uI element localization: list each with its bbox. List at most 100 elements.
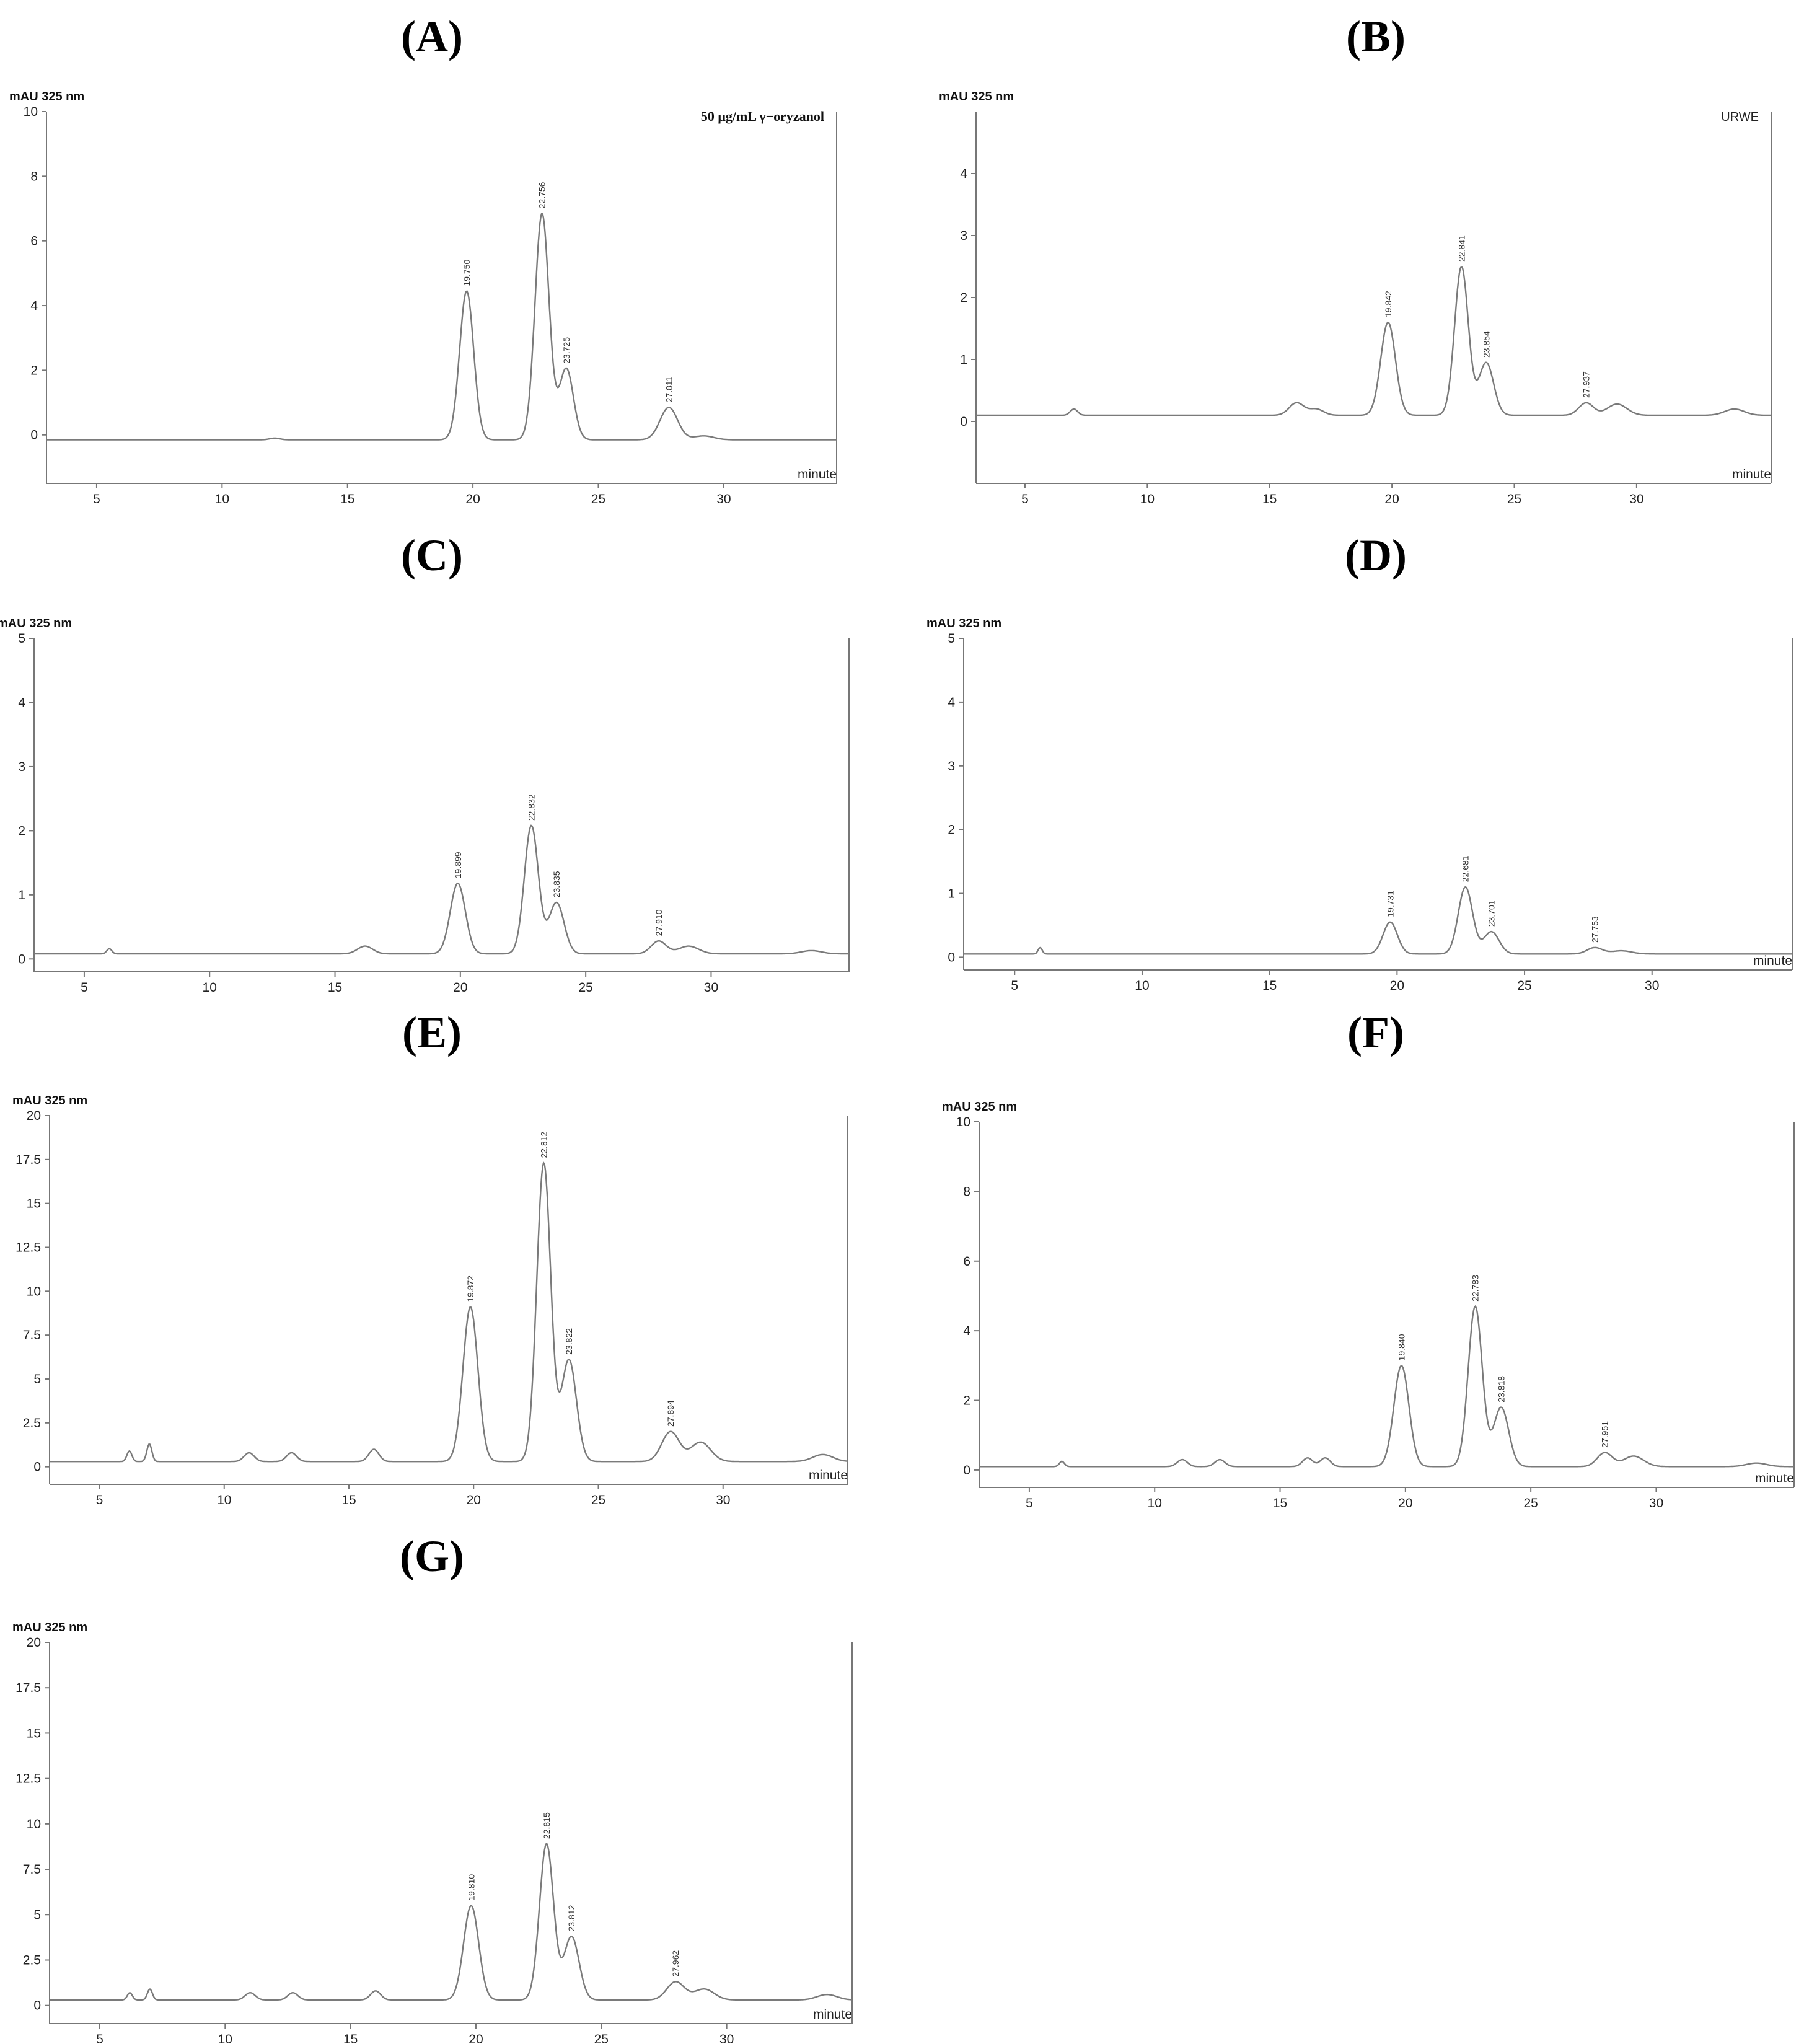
peak-retention-label: 19.840 xyxy=(1396,1334,1406,1360)
x-tick-label: 15 xyxy=(1273,1496,1287,1510)
x-axis-label: minute xyxy=(809,1468,848,1482)
x-tick-label: 25 xyxy=(1507,492,1521,506)
peak-retention-label: 27.753 xyxy=(1590,916,1599,943)
x-tick-label: 5 xyxy=(1011,979,1018,993)
peak-retention-label: 22.832 xyxy=(526,794,536,821)
chromatogram-trace xyxy=(34,824,849,955)
y-tick-label: 8 xyxy=(30,169,38,183)
y-tick-label: 20 xyxy=(27,1109,41,1123)
peak-retention-label: 27.811 xyxy=(664,376,674,402)
x-axis-label: minute xyxy=(1732,467,1771,482)
x-tick-label: 5 xyxy=(81,980,88,995)
x-axis-label: minute xyxy=(1753,954,1792,968)
y-axis-label: mAU 325 nm xyxy=(0,617,72,630)
panel-label-c: (C) xyxy=(401,531,463,580)
x-tick-label: 15 xyxy=(341,1493,356,1507)
y-tick-label: 0 xyxy=(963,1463,970,1478)
x-tick-label: 10 xyxy=(1148,1496,1162,1510)
y-tick-label: 4 xyxy=(948,695,955,710)
chromatogram-trace xyxy=(979,1305,1794,1468)
x-tick-label: 5 xyxy=(96,2032,103,2044)
y-tick-label: 1 xyxy=(948,887,955,901)
y-tick-label: 2.5 xyxy=(23,1416,41,1430)
y-tick-label: 20 xyxy=(27,1636,41,1650)
x-tick-label: 30 xyxy=(716,492,731,506)
peak-retention-label: 19.899 xyxy=(453,852,463,878)
x-tick-label: 20 xyxy=(467,1493,481,1507)
x-tick-label: 10 xyxy=(203,980,217,995)
chromatogram-g: mAU 325 nm 0 2.5 5 7.5 10 12.5 15 17.5 20 5 10 15 20 2… xyxy=(12,1621,853,2044)
y-axis-label: mAU 325 nm xyxy=(926,617,1001,630)
peak-retention-label: 27.894 xyxy=(666,1400,675,1427)
x-tick-label: 25 xyxy=(1523,1496,1538,1510)
y-axis-label: mAU 325 nm xyxy=(942,1100,1017,1114)
x-tick-label: 25 xyxy=(591,492,605,506)
peak-retention-label: 22.756 xyxy=(537,182,547,208)
y-tick-label: 4 xyxy=(30,299,38,313)
y-tick-label: 10 xyxy=(956,1115,970,1129)
y-tick-label: 12.5 xyxy=(15,1772,41,1786)
peak-retention-label: 19.872 xyxy=(465,1275,475,1302)
y-tick-label: 5 xyxy=(948,632,955,646)
y-tick-label: 5 xyxy=(18,632,25,646)
x-tick-label: 15 xyxy=(340,492,354,506)
x-tick-label: 25 xyxy=(1517,979,1531,993)
chromatogram-trace xyxy=(50,1843,853,2001)
y-tick-label: 1 xyxy=(960,353,967,367)
x-tick-label: 20 xyxy=(465,492,480,506)
y-tick-label: 10 xyxy=(24,105,38,119)
x-tick-label: 15 xyxy=(1262,979,1277,993)
x-tick-label: 20 xyxy=(469,2032,483,2044)
y-axis-label: mAU 325 nm xyxy=(939,90,1014,104)
y-tick-label: 0 xyxy=(30,428,38,443)
x-tick-label: 5 xyxy=(1021,492,1029,506)
chromatogram-trace xyxy=(976,265,1771,416)
y-tick-label: 0 xyxy=(948,950,955,964)
chromatogram-trace xyxy=(46,213,837,441)
peak-retention-label: 27.910 xyxy=(654,909,664,936)
x-tick-label: 5 xyxy=(1026,1496,1033,1510)
y-tick-label: 10 xyxy=(27,1284,41,1298)
y-axis-label: mAU 325 nm xyxy=(12,1094,87,1108)
y-tick-label: 17.5 xyxy=(15,1681,41,1695)
x-tick-label: 20 xyxy=(453,980,467,995)
y-tick-label: 4 xyxy=(963,1324,970,1338)
y-tick-label: 0 xyxy=(18,952,25,966)
x-tick-label: 5 xyxy=(93,492,100,506)
x-axis-label: minute xyxy=(813,2007,852,2022)
x-tick-label: 30 xyxy=(716,1493,730,1507)
y-axis-label: mAU 325 nm xyxy=(9,90,84,104)
peak-retention-label: 22.841 xyxy=(1456,235,1466,262)
y-tick-label: 8 xyxy=(963,1184,970,1199)
x-tick-label: 30 xyxy=(719,2032,734,2044)
y-tick-label: 0 xyxy=(33,1460,41,1474)
y-tick-label: 6 xyxy=(963,1254,970,1269)
peak-retention-label: 19.842 xyxy=(1383,291,1393,317)
x-tick-label: 10 xyxy=(215,492,229,506)
peak-retention-label: 22.783 xyxy=(1470,1275,1480,1302)
sample-annotation: 50 μg/mL γ−oryzanol xyxy=(701,108,824,124)
panel-label-f: (F) xyxy=(1347,1008,1404,1057)
x-tick-label: 15 xyxy=(328,980,342,995)
y-tick-label: 2.5 xyxy=(23,1954,41,1968)
y-tick-label: 0 xyxy=(960,415,967,429)
y-tick-label: 2 xyxy=(30,363,38,377)
x-tick-label: 10 xyxy=(217,1493,231,1507)
y-tick-label: 1 xyxy=(18,888,25,902)
peak-retention-label: 27.951 xyxy=(1600,1421,1610,1448)
peak-retention-label: 27.937 xyxy=(1581,371,1591,398)
y-tick-label: 17.5 xyxy=(15,1153,41,1167)
x-tick-label: 30 xyxy=(1645,979,1659,993)
x-tick-label: 10 xyxy=(1135,979,1149,993)
x-tick-label: 15 xyxy=(343,2032,358,2044)
y-tick-label: 2 xyxy=(963,1394,970,1408)
panel-label-d: (D) xyxy=(1345,531,1407,580)
chromatogram-c: mAU 325 nm 0 1 2 3 4 5 5 10 15 20 25 30 19.899 22.832 2… xyxy=(0,617,850,995)
peak-retention-label: 23.854 xyxy=(1481,331,1491,358)
panel-label-e: (E) xyxy=(402,1008,462,1057)
x-axis-label: minute xyxy=(798,467,837,482)
y-tick-label: 3 xyxy=(18,760,25,774)
x-tick-label: 20 xyxy=(1398,1496,1412,1510)
x-tick-label: 25 xyxy=(578,980,592,995)
x-tick-label: 20 xyxy=(1390,979,1404,993)
